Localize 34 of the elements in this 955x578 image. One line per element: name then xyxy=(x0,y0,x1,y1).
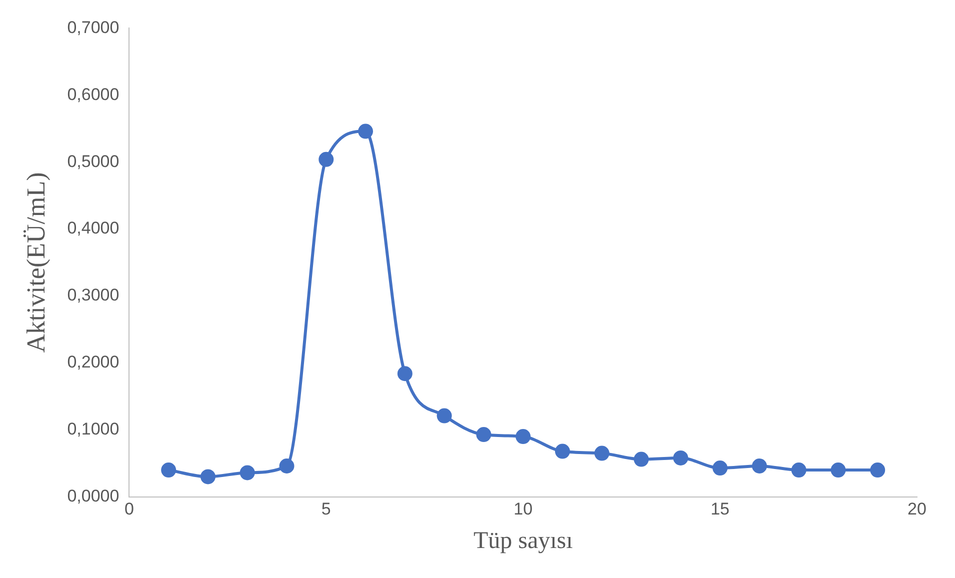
point xyxy=(358,124,374,139)
y-tick-label: 0,0000 xyxy=(67,486,120,506)
x-tick-label: 10 xyxy=(514,500,533,519)
y-tick-label: 0,4000 xyxy=(67,218,120,238)
x-axis-title: Tüp sayısı xyxy=(473,528,574,554)
point xyxy=(516,429,531,444)
point xyxy=(752,458,767,474)
point xyxy=(712,460,728,476)
y-axis-title: Aktivite(EÜ/mL) xyxy=(21,172,50,353)
x-tick-label: 0 xyxy=(124,500,134,519)
point xyxy=(673,450,688,466)
y-tick-label: 0,3000 xyxy=(67,286,120,305)
point xyxy=(279,458,294,474)
point xyxy=(830,462,846,478)
point xyxy=(634,452,649,467)
point xyxy=(318,152,334,167)
point xyxy=(436,408,452,424)
point xyxy=(476,427,492,442)
point xyxy=(240,465,255,480)
point xyxy=(161,462,176,478)
point xyxy=(791,462,806,478)
point xyxy=(554,444,570,459)
y-tick-label: 0,2000 xyxy=(67,352,120,372)
y-tick-label: 0,5000 xyxy=(67,152,120,171)
point xyxy=(870,462,886,478)
y-tick-label: 0,6000 xyxy=(67,84,120,104)
point xyxy=(200,469,216,484)
point xyxy=(397,366,412,382)
x-tick-label: 15 xyxy=(710,500,730,519)
point xyxy=(594,446,610,461)
y-tick-label: 0,7000 xyxy=(67,18,120,37)
y-tick-label: 0,1000 xyxy=(67,420,120,439)
x-tick-label: 5 xyxy=(321,500,331,519)
x-tick-label: 20 xyxy=(908,500,926,519)
